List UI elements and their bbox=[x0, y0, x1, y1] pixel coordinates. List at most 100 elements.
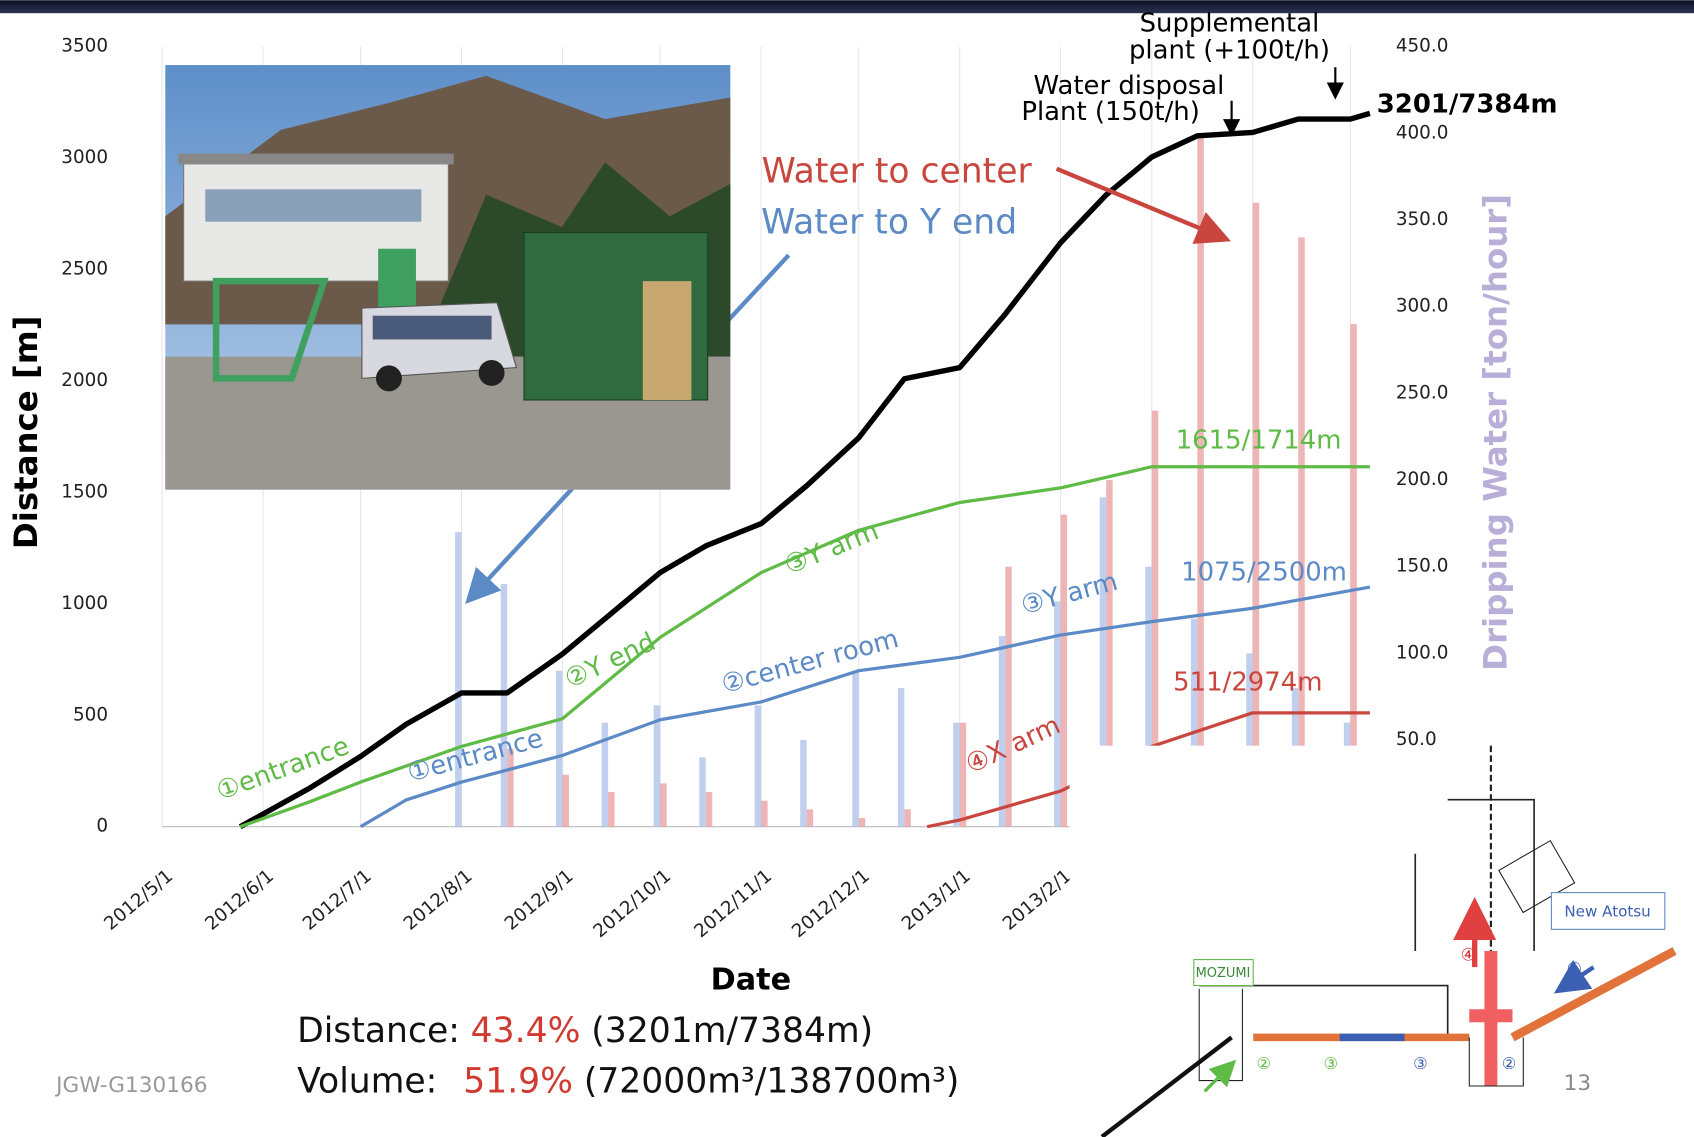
bar bbox=[562, 774, 569, 827]
line bbox=[359, 585, 1371, 829]
x-tick-label: 2012/6/1 bbox=[201, 866, 278, 935]
x-axis-title: Date bbox=[711, 963, 792, 998]
summary-percent: 51.9% bbox=[463, 1061, 573, 1101]
bar bbox=[507, 748, 514, 827]
y2-tick-label: 450.0 bbox=[1396, 36, 1449, 57]
y2-tick-label: 400.0 bbox=[1396, 122, 1449, 143]
annotation: Water to Y end bbox=[761, 202, 1017, 242]
y-tick-label: 3500 bbox=[61, 36, 108, 57]
page-number: 13 bbox=[1564, 1071, 1591, 1096]
y-tick-label: 3000 bbox=[61, 147, 108, 168]
map-label: MOZUMI bbox=[1196, 966, 1251, 981]
x-tick-label: 2013/1/1 bbox=[898, 866, 975, 935]
y2-tick-label: 250.0 bbox=[1396, 382, 1449, 403]
x-tick-label: 2013/2/1 bbox=[999, 866, 1076, 935]
bar bbox=[998, 636, 1006, 827]
y-tick-label: 2000 bbox=[61, 370, 108, 391]
bar bbox=[601, 722, 609, 827]
bar bbox=[1005, 566, 1012, 827]
doc-id: JGW-G130166 bbox=[54, 1073, 207, 1098]
y2-axis-title: Dripping Water [ton/hour] bbox=[1476, 194, 1514, 671]
y2-tick-label: 300.0 bbox=[1396, 296, 1449, 317]
x-tick-label: 2012/5/1 bbox=[100, 866, 177, 935]
tunnel-map: ④ ① ② ③ ③ ② MOZUMI New Atotsu bbox=[1069, 745, 1694, 1137]
bar bbox=[608, 792, 615, 827]
bar bbox=[806, 809, 814, 827]
bar bbox=[1190, 618, 1198, 827]
bar bbox=[699, 757, 706, 827]
bar bbox=[660, 783, 667, 827]
bar bbox=[705, 792, 713, 827]
bar bbox=[455, 532, 462, 827]
annotation: Plant (150t/h) bbox=[1021, 97, 1199, 127]
bar bbox=[1252, 202, 1260, 827]
y-tick-label: 500 bbox=[73, 704, 108, 725]
end-label: 511/2974m bbox=[1173, 668, 1322, 698]
end-label: 1615/1714m bbox=[1176, 426, 1342, 456]
bar bbox=[1350, 324, 1357, 827]
bar bbox=[897, 688, 905, 827]
bar bbox=[556, 670, 563, 827]
bar bbox=[653, 705, 661, 827]
annotation: Water disposal bbox=[1034, 71, 1225, 101]
summary-row: Volume: 51.9% (72000m³/138700m³) bbox=[297, 1061, 959, 1101]
top-band bbox=[0, 0, 1694, 14]
annotation: plant (+100t/h) bbox=[1129, 36, 1330, 66]
map-label: New Atotsu bbox=[1564, 903, 1650, 921]
segment-label: ①entrance bbox=[213, 731, 354, 807]
summary-detail: (72000m³/138700m³) bbox=[584, 1061, 960, 1101]
map-mark: ② bbox=[1502, 1054, 1517, 1073]
y2-tick-label: 50.0 bbox=[1396, 729, 1437, 750]
x-tick-label: 2012/9/1 bbox=[501, 866, 578, 935]
annotation: Water to center bbox=[762, 152, 1033, 192]
y2-tick-label: 350.0 bbox=[1396, 209, 1449, 230]
y2-tick-label: 150.0 bbox=[1396, 556, 1449, 577]
bar bbox=[858, 818, 866, 827]
bar bbox=[761, 800, 768, 827]
x-tick-label: 2012/11/1 bbox=[690, 866, 776, 943]
bar bbox=[852, 670, 859, 827]
summary-percent: 43.4% bbox=[471, 1010, 581, 1050]
photo bbox=[165, 65, 731, 490]
bar bbox=[1145, 566, 1152, 827]
y-tick-label: 2500 bbox=[61, 259, 108, 280]
line bbox=[238, 110, 1371, 830]
bar bbox=[953, 722, 960, 827]
bar bbox=[1151, 410, 1159, 827]
y-tick-label: 0 bbox=[96, 816, 108, 837]
y2-tick-label: 100.0 bbox=[1396, 642, 1449, 663]
summary: Distance: 43.4% (3201m/7384m) Volume: 51.9% (… bbox=[297, 1010, 959, 1101]
map-mark: ③ bbox=[1323, 1054, 1338, 1073]
y-tick-label: 1500 bbox=[61, 481, 108, 502]
arrow bbox=[1055, 166, 1231, 244]
map-mark: ① bbox=[1567, 959, 1582, 979]
end-label: 1075/2500m bbox=[1181, 557, 1347, 587]
bar bbox=[1197, 133, 1204, 827]
x-tick-label: 2012/12/1 bbox=[788, 866, 874, 943]
bar bbox=[1298, 237, 1305, 827]
summary-row: Distance: 43.4% (3201m/7384m) bbox=[297, 1010, 873, 1050]
segment-label: ②center room bbox=[718, 624, 901, 700]
summary-label: Volume: bbox=[297, 1061, 437, 1101]
bar bbox=[500, 584, 508, 827]
end-label: 3201/7384m bbox=[1377, 90, 1558, 120]
map-mark: ④ bbox=[1461, 945, 1476, 965]
bar bbox=[754, 705, 762, 827]
map-mark: ② bbox=[1256, 1054, 1271, 1073]
summary-label: Distance: bbox=[297, 1010, 460, 1050]
bar bbox=[1099, 497, 1107, 827]
y-axis-title: Distance [m] bbox=[7, 316, 45, 550]
segment-label: ③Y arm bbox=[780, 516, 883, 581]
bar bbox=[800, 740, 807, 827]
x-tick-label: 2012/7/1 bbox=[299, 866, 376, 935]
y2-tick-label: 200.0 bbox=[1396, 469, 1449, 490]
bar bbox=[959, 722, 967, 827]
bar bbox=[1060, 514, 1068, 827]
bar bbox=[904, 809, 911, 827]
bar bbox=[1246, 653, 1253, 827]
x-tick-label: 2012/10/1 bbox=[590, 866, 676, 943]
segment-label: ②Y end bbox=[560, 627, 660, 695]
bar bbox=[1054, 601, 1061, 827]
bar bbox=[1106, 480, 1113, 827]
